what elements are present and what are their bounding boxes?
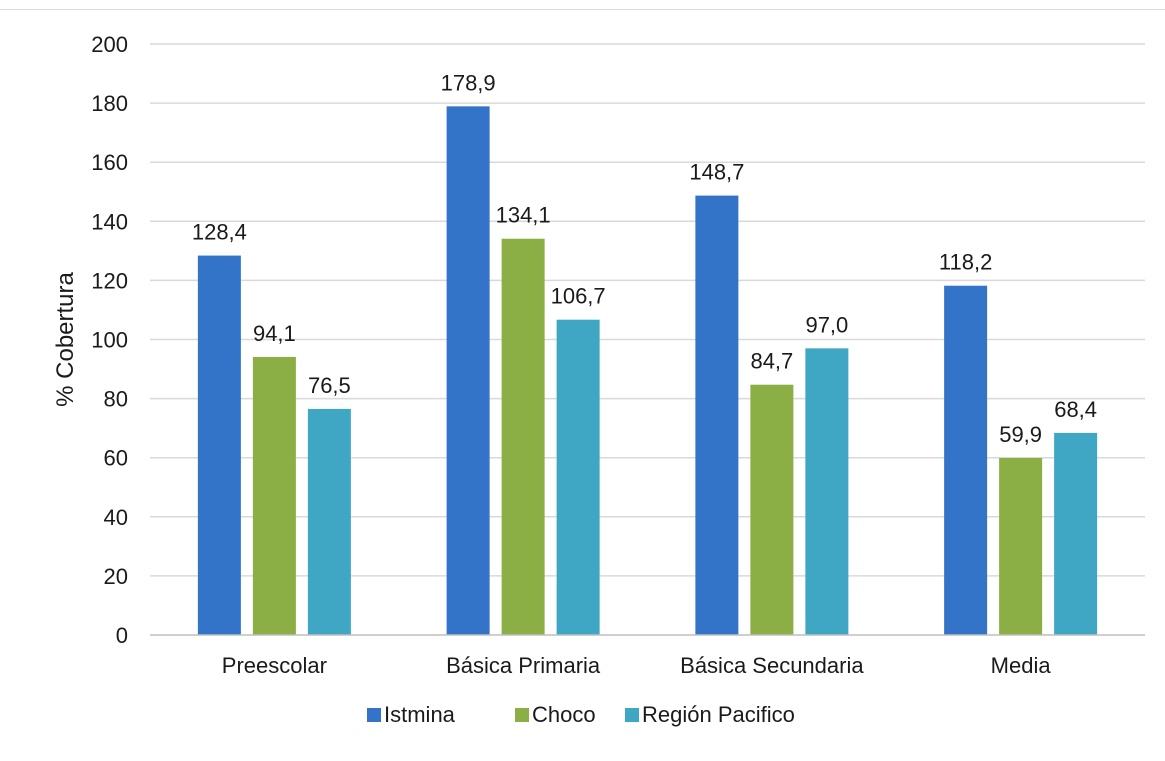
data-label: 68,4 [1054, 397, 1097, 422]
legend-swatch [367, 708, 381, 722]
y-tick-label: 120 [91, 268, 128, 293]
bar-istmina [197, 255, 241, 635]
y-tick-label: 200 [91, 32, 128, 57]
y-tick-label: 40 [104, 505, 128, 530]
y-tick-label: 60 [104, 446, 128, 471]
y-axis-ticks: 0 20 40 60 80 100 120 140 160 180 200 [91, 32, 128, 648]
bar-istmina [446, 106, 490, 635]
data-label: 106,7 [551, 284, 606, 309]
y-tick-label: 100 [91, 328, 128, 353]
y-tick-label: 160 [91, 150, 128, 175]
bar-choco [252, 356, 296, 635]
y-axis-title: % Cobertura [52, 271, 79, 406]
legend-swatch [515, 708, 529, 722]
y-tick-label: 80 [104, 387, 128, 412]
x-tick-label: Media [991, 653, 1052, 678]
x-tick-label: Básica Secundaria [680, 653, 864, 678]
x-axis-ticks: Preescolar Básica Primaria Básica Secundar… [222, 653, 1052, 678]
data-label: 128,4 [192, 220, 247, 245]
data-label: 118,2 [939, 250, 992, 275]
y-tick-label: 140 [91, 209, 128, 234]
data-label: 97,0 [805, 312, 848, 337]
legend-label: Región Pacifico [642, 702, 795, 727]
legend-label: Istmina [384, 702, 456, 727]
bar-choco [999, 457, 1043, 635]
x-tick-label: Básica Primaria [446, 653, 601, 678]
data-label: 178,9 [441, 70, 496, 95]
legend-label: Choco [532, 702, 596, 727]
data-label: 94,1 [253, 321, 296, 346]
data-label: 134,1 [496, 203, 551, 228]
legend-swatch [625, 708, 639, 722]
top-divider [0, 9, 1165, 10]
data-label: 59,9 [999, 422, 1042, 447]
y-tick-label: 180 [91, 91, 128, 116]
data-label: 76,5 [308, 373, 351, 398]
legend: Istmina Choco Región Pacifico [367, 702, 795, 727]
data-label: 148,7 [689, 160, 744, 185]
data-labels: 128,4 94,1 76,5 178,9 134,1 106,7 148,7 84,7 97,… [192, 70, 1097, 447]
bars [197, 106, 1098, 636]
bar-región-pacifico [1054, 432, 1098, 635]
data-label: 84,7 [750, 349, 793, 374]
bar-región-pacifico [556, 319, 600, 635]
bar-región-pacifico [307, 408, 351, 635]
bar-istmina [944, 285, 988, 635]
gridlines [150, 43, 1145, 577]
bar-choco [750, 384, 794, 635]
y-tick-label: 0 [116, 623, 128, 648]
bar-istmina [695, 195, 739, 636]
bar-choco [501, 238, 545, 635]
x-tick-label: Preescolar [222, 653, 327, 678]
bar-región-pacifico [805, 348, 849, 635]
y-tick-label: 20 [104, 564, 128, 589]
